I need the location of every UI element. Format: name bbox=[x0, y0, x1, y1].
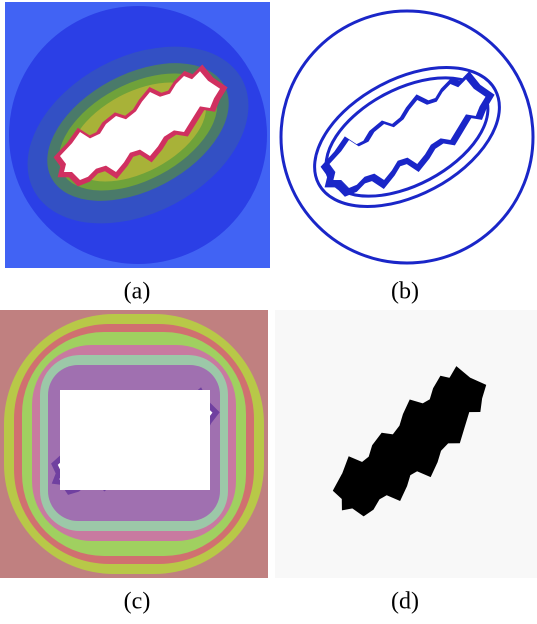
caption: (b) bbox=[391, 279, 419, 305]
panel-a bbox=[0, 2, 279, 268]
caption: (c) bbox=[124, 589, 151, 615]
panel-b bbox=[281, 11, 533, 263]
figure: (a) (b) (c) (d) bbox=[0, 0, 537, 619]
panel-d bbox=[275, 310, 537, 578]
panel-c bbox=[0, 310, 268, 578]
page: (a) (b) (c) (d) (() => { const data = JS… bbox=[0, 0, 537, 619]
caption: (a) bbox=[124, 279, 151, 305]
caption: (d) bbox=[391, 589, 419, 615]
